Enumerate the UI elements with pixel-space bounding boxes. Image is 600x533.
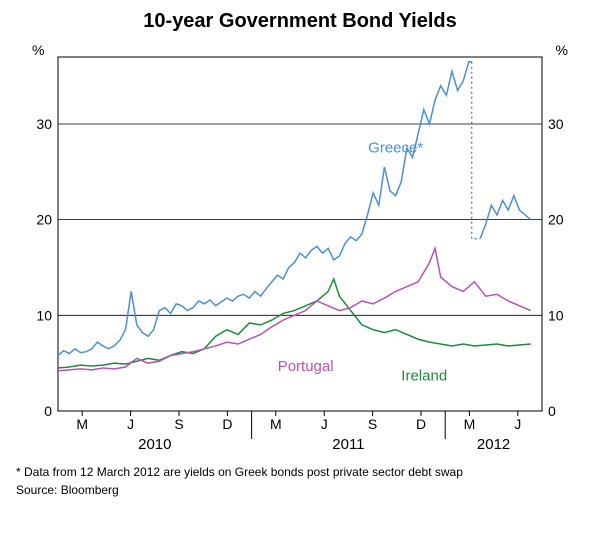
svg-text:S: S bbox=[174, 416, 183, 432]
svg-text:0: 0 bbox=[44, 403, 52, 419]
svg-text:J: J bbox=[127, 416, 134, 432]
svg-text:2012: 2012 bbox=[477, 436, 510, 453]
svg-text:2010: 2010 bbox=[138, 436, 171, 453]
svg-text:10: 10 bbox=[548, 307, 564, 323]
svg-text:J: J bbox=[321, 416, 328, 432]
chart-title: 10-year Government Bond Yields bbox=[10, 10, 590, 33]
svg-text:%: % bbox=[556, 42, 568, 58]
chart-svg: 00101020203030%%MJSDMJSDMJ201020112012Gr… bbox=[10, 37, 590, 457]
svg-text:Portugal: Portugal bbox=[278, 358, 334, 375]
svg-text:20: 20 bbox=[36, 212, 52, 228]
svg-text:J: J bbox=[514, 416, 521, 432]
svg-text:10: 10 bbox=[36, 307, 52, 323]
svg-text:30: 30 bbox=[36, 116, 52, 132]
svg-text:20: 20 bbox=[548, 212, 564, 228]
svg-text:%: % bbox=[32, 42, 44, 58]
footnote: * Data from 12 March 2012 are yields on … bbox=[10, 465, 590, 481]
svg-text:S: S bbox=[368, 416, 377, 432]
svg-text:0: 0 bbox=[548, 403, 556, 419]
svg-text:M: M bbox=[270, 416, 282, 432]
svg-text:Greece*: Greece* bbox=[368, 140, 423, 157]
svg-text:2011: 2011 bbox=[332, 436, 364, 453]
svg-text:M: M bbox=[76, 416, 88, 432]
svg-text:D: D bbox=[416, 416, 426, 432]
source-line: Source: Bloomberg bbox=[10, 483, 590, 497]
svg-text:D: D bbox=[222, 416, 232, 432]
svg-text:M: M bbox=[464, 416, 476, 432]
svg-text:30: 30 bbox=[548, 116, 564, 132]
chart-area: 00101020203030%%MJSDMJSDMJ201020112012Gr… bbox=[10, 37, 590, 457]
svg-text:Ireland: Ireland bbox=[401, 367, 447, 384]
